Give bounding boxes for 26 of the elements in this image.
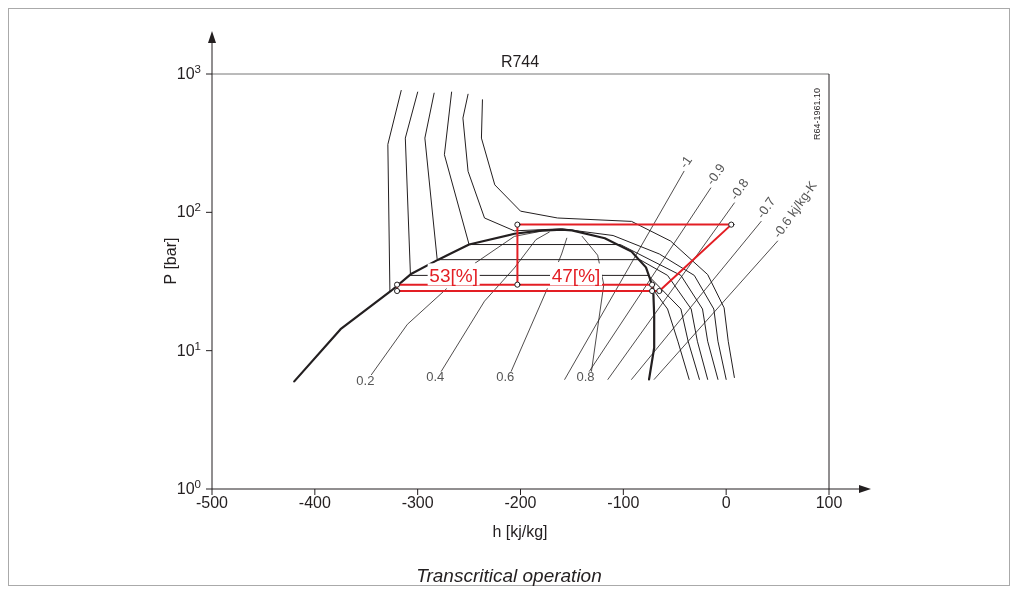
text: -0.9 [702, 160, 729, 188]
text: -0.7 [753, 194, 779, 222]
x-tick-label: -100 [607, 494, 640, 512]
y-tick-label: 10$^{2}$ [176, 201, 201, 221]
x-tick-label: -400 [298, 494, 331, 512]
y-axis-title: P [bar] [162, 237, 180, 285]
annotation: R64-1961.10 [812, 87, 822, 141]
chart-title: R744 [499, 53, 541, 71]
annotation: 53[%] [429, 265, 478, 287]
annotation: 47[%] [551, 265, 601, 287]
x-tick-label: -500 [195, 494, 229, 512]
series-label: 0.2 [356, 372, 375, 388]
series-label: 0.4 [426, 369, 445, 385]
series-label: 0.6 [496, 369, 515, 385]
y-tick-label: 10$^{1}$ [176, 339, 201, 359]
x-tick-label: 0 [721, 494, 731, 512]
series-label: 0.8 [576, 369, 595, 385]
y-tick-label: 10$^{0}$ [176, 478, 201, 497]
x-axis-title: h [kj/kg] [491, 523, 549, 541]
text: -0.8 [726, 175, 752, 203]
x-tick-label: -200 [504, 494, 537, 512]
x-tick-label: -300 [401, 494, 434, 512]
text: -1 [676, 152, 696, 172]
x-tick-label: 100 [815, 494, 843, 512]
text: Transcritical operation [415, 565, 603, 587]
y-tick-label: 10$^{3}$ [176, 63, 201, 82]
